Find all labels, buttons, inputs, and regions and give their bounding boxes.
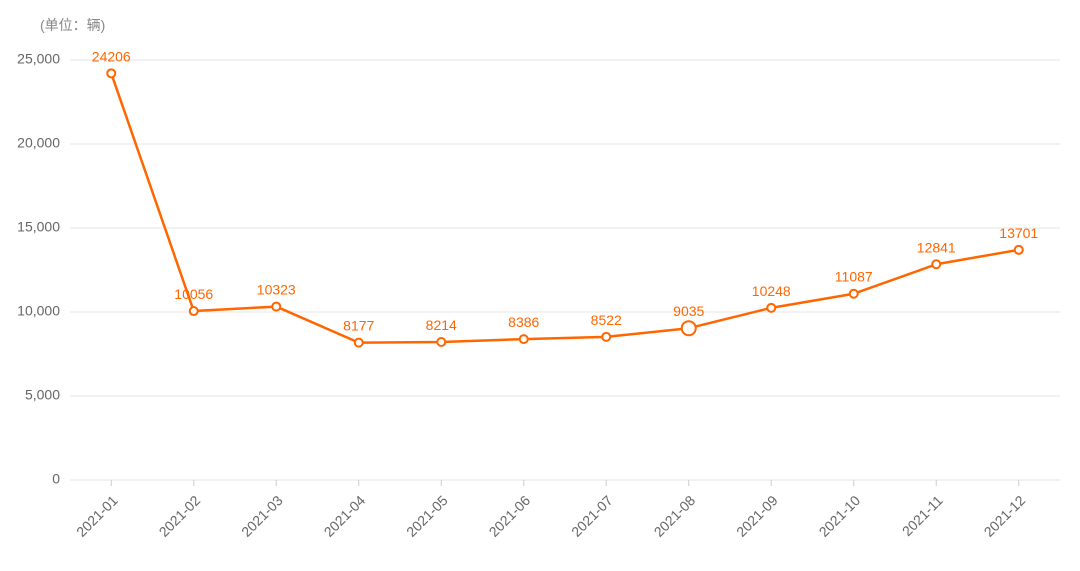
x-tick-label: 2021-05	[403, 492, 451, 540]
x-tick-label: 2021-10	[816, 492, 864, 540]
marker[interactable]	[437, 338, 445, 346]
unit-label: (单位：辆)	[40, 17, 105, 33]
markers	[107, 69, 1023, 346]
x-tick-label: 2021-01	[73, 492, 121, 540]
y-grid	[70, 60, 1060, 480]
value-label: 11087	[835, 269, 873, 285]
value-label: 10323	[257, 282, 296, 298]
y-tick-label: 5,000	[25, 387, 60, 403]
value-label: 8214	[426, 317, 457, 333]
chart-svg: 0 5,000 10,000 15,000 20,000 25,000 (单位：辆) 2021…	[0, 0, 1080, 571]
x-tick-label: 2021-12	[981, 492, 1029, 540]
x-tick-label: 2021-06	[486, 492, 534, 540]
marker[interactable]	[932, 260, 940, 268]
series-line	[111, 73, 1019, 342]
x-tick-label: 2021-11	[899, 492, 946, 539]
value-labels: 24206 10056 10323 8177 8214 8386 8522 9035 10248…	[92, 48, 1039, 333]
x-axis-labels: 2021-01 2021-02 2021-03 2021-04 2021-05 2021-…	[73, 492, 1028, 540]
marker[interactable]	[190, 307, 198, 315]
y-axis-labels: 0 5,000 10,000 15,000 20,000 25,000	[17, 51, 60, 487]
value-label: 12841	[917, 239, 956, 255]
marker[interactable]	[602, 333, 610, 341]
marker[interactable]	[767, 304, 775, 312]
y-tick-label: 10,000	[17, 303, 60, 319]
value-label: 8177	[343, 318, 374, 334]
value-label: 9035	[673, 303, 704, 319]
value-label: 24206	[92, 48, 131, 64]
value-label: 10056	[174, 286, 213, 302]
x-tick-label: 2021-03	[238, 492, 286, 540]
marker[interactable]	[355, 339, 363, 347]
marker[interactable]	[272, 303, 280, 311]
value-label: 10248	[752, 283, 791, 299]
x-tick-label: 2021-04	[321, 492, 369, 540]
y-tick-label: 20,000	[17, 135, 60, 151]
value-label: 8522	[591, 312, 622, 328]
value-label: 13701	[999, 225, 1038, 241]
x-tick-label: 2021-07	[568, 492, 616, 540]
x-tick-label: 2021-02	[156, 492, 204, 540]
line-chart: 0 5,000 10,000 15,000 20,000 25,000 (单位：辆) 2021…	[0, 0, 1080, 571]
x-tick-label: 2021-09	[733, 492, 781, 540]
y-tick-label: 0	[52, 471, 60, 487]
marker[interactable]	[107, 69, 115, 77]
x-ticks	[111, 480, 1019, 486]
x-tick-label: 2021-08	[651, 492, 699, 540]
marker[interactable]	[1015, 246, 1023, 254]
marker[interactable]	[520, 335, 528, 343]
y-tick-label: 25,000	[17, 51, 60, 67]
marker-highlight[interactable]	[682, 321, 696, 335]
value-label: 8386	[508, 314, 539, 330]
y-tick-label: 15,000	[17, 219, 60, 235]
marker[interactable]	[850, 290, 858, 298]
